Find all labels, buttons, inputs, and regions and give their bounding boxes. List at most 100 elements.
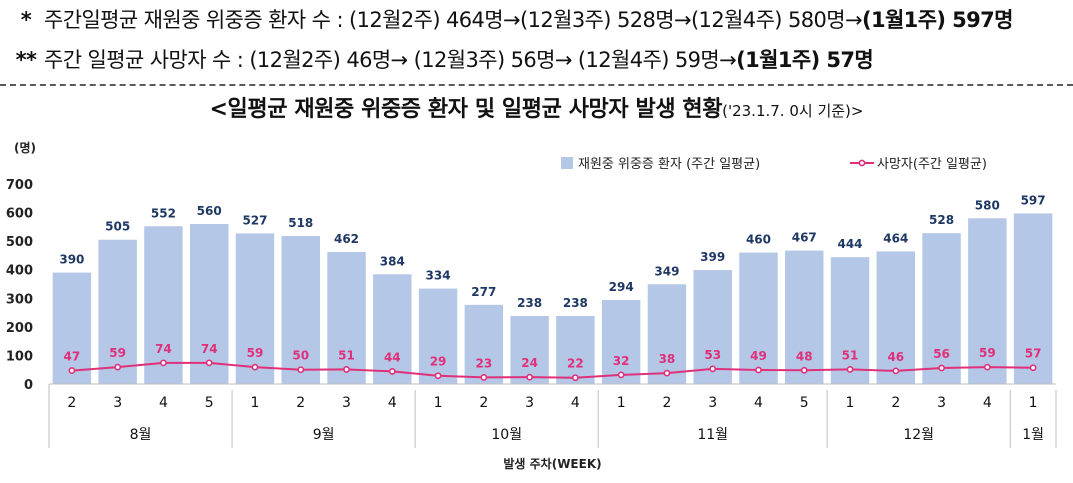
y-tick-label: 500 (6, 235, 33, 250)
death-value-label: 22 (567, 357, 584, 371)
note-bold-tail: (1월1주) 597명 (861, 8, 1014, 32)
severe-patient-note: * 주간일평균 재원중 위중증 환자 수 : (12월2주) 464명→(12월3… (8, 4, 1014, 34)
month-label: 1월 (1022, 427, 1044, 443)
bar-value-label: 349 (654, 264, 679, 278)
death-point (205, 359, 213, 367)
severe-bar (327, 252, 366, 384)
death-point (434, 372, 442, 380)
dashed-divider (0, 84, 1073, 86)
severe-bar (968, 218, 1007, 384)
week-tick-label: 4 (159, 395, 168, 411)
death-point (160, 359, 167, 367)
death-point (114, 363, 122, 371)
death-value-label: 59 (109, 346, 126, 360)
bar-value-label: 399 (700, 250, 725, 264)
bar-value-label: 464 (883, 231, 908, 245)
bar-value-label: 528 (929, 213, 954, 227)
death-point (526, 373, 534, 381)
severe-bar (98, 239, 137, 384)
bar-value-label: 462 (334, 232, 359, 246)
severe-bar (144, 226, 183, 384)
month-label: 11월 (697, 427, 728, 443)
death-point (938, 364, 945, 372)
bar-value-label: 390 (59, 253, 84, 267)
death-value-label: 24 (521, 356, 538, 370)
bar-value-label: 238 (517, 296, 542, 310)
death-value-label: 44 (384, 350, 401, 364)
week-tick-label: 1 (617, 395, 626, 411)
death-value-label: 51 (842, 348, 859, 362)
severe-bar (464, 304, 504, 384)
death-point (663, 369, 671, 377)
bar-value-label: 467 (792, 231, 817, 245)
x-axis-title: 발생 주차(WEEK) (503, 456, 601, 471)
death-point (800, 366, 808, 374)
bar-value-label: 560 (197, 204, 222, 218)
severe-bar (556, 316, 595, 384)
bar-value-label: 444 (837, 237, 862, 251)
severe-bar (1013, 213, 1053, 384)
severe-bar (235, 233, 275, 384)
legend-bar-swatch (561, 157, 573, 169)
death-value-label: 48 (796, 349, 813, 363)
death-value-label: 53 (704, 348, 721, 362)
week-tick-label: 3 (708, 395, 717, 411)
death-value-label: 38 (659, 352, 676, 366)
severe-bar (510, 316, 549, 384)
death-point (755, 366, 762, 374)
death-point (297, 366, 305, 374)
note-bold-tail: (1월1주) 57명 (736, 48, 874, 72)
week-tick-label: 3 (342, 395, 351, 411)
death-point (1029, 364, 1037, 372)
y-tick-label: 200 (6, 321, 33, 336)
week-tick-label: 2 (662, 395, 671, 411)
note-marker: * (20, 8, 32, 32)
note-text: 주간 일평균 사망자 수 : (12월2주) 46명→ (12월3주) 56명→… (44, 48, 737, 72)
week-tick-label: 2 (891, 395, 900, 411)
death-value-label: 29 (430, 355, 447, 369)
month-label: 9월 (313, 427, 335, 443)
death-note: ** 주간 일평균 사망자 수 : (12월2주) 46명→ (12월3주) 56… (8, 44, 874, 74)
week-tick-label: 3 (113, 395, 122, 411)
y-tick-label: 300 (6, 292, 33, 307)
severe-bar (281, 236, 320, 384)
death-value-label: 59 (979, 346, 996, 360)
death-series-line (71, 361, 1034, 379)
bar-value-label: 505 (105, 220, 130, 234)
y-axis-unit: (명) (14, 141, 36, 155)
y-tick-label: 100 (6, 349, 33, 364)
y-tick-label: 400 (6, 264, 33, 279)
death-value-label: 56 (933, 347, 950, 361)
death-value-label: 59 (247, 346, 264, 360)
death-point (709, 365, 717, 373)
severe-bar (189, 224, 229, 384)
bar-value-label: 597 (1021, 193, 1046, 207)
month-label: 10월 (491, 427, 522, 443)
death-value-label: 51 (338, 348, 355, 362)
legend-bar-label: 재원중 위중증 환자 (주간 일평균) (578, 157, 760, 172)
legend-line-marker (858, 159, 866, 167)
week-tick-label: 2 (67, 395, 76, 411)
death-point (571, 374, 579, 382)
y-tick-label: 0 (24, 378, 33, 393)
death-value-label: 47 (64, 350, 81, 364)
chart-heading: <일평균 재원중 위중증 환자 및 일평균 사망자 발생 현황('23.1.7.… (0, 91, 1073, 123)
week-tick-label: 5 (205, 395, 214, 411)
severe-bar (922, 233, 961, 384)
week-tick-label: 3 (937, 395, 946, 411)
death-value-label: 32 (613, 354, 630, 368)
week-tick-label: 2 (296, 395, 305, 411)
chart-title-date: ('23.1.7. 0시 기준)> (722, 102, 864, 120)
severe-bar (601, 300, 641, 384)
month-label: 8월 (130, 427, 152, 443)
week-tick-label: 3 (525, 395, 534, 411)
week-tick-label: 4 (388, 395, 397, 411)
death-point (617, 371, 625, 379)
death-point (480, 374, 488, 381)
week-tick-label: 4 (754, 395, 763, 411)
death-point (68, 367, 76, 374)
death-point (251, 363, 259, 371)
bar-value-label: 294 (609, 280, 634, 294)
week-tick-label: 1 (251, 395, 260, 411)
